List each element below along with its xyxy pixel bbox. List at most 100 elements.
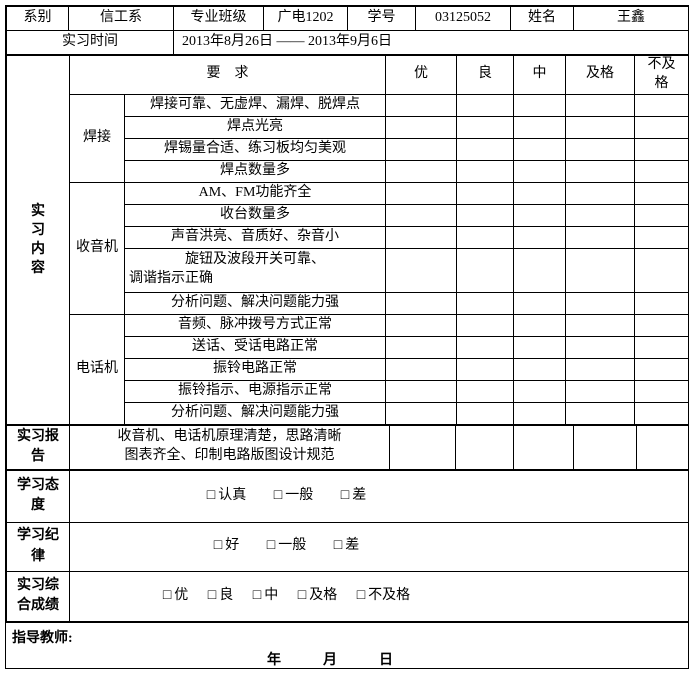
requirement-item: 振铃电路正常	[124, 357, 386, 381]
checkbox-icon: □	[356, 587, 366, 603]
checkbox-label: 差	[345, 538, 360, 554]
grade-cell	[513, 379, 566, 403]
grade-cell	[385, 225, 457, 249]
checkbox-option-good[interactable]: □ 良	[208, 587, 233, 606]
grade-cell	[456, 203, 514, 227]
grade-cell	[456, 379, 514, 403]
time-value: 2013年8月26日 —— 2013年9月6日	[173, 30, 689, 55]
grade-cell	[385, 291, 457, 315]
discipline-options: □ 好 □ 一般 □ 差	[69, 521, 689, 572]
grade-cell	[565, 203, 635, 227]
checkbox-label: 一般	[285, 487, 314, 503]
checkbox-option-poor[interactable]: □ 差	[334, 537, 359, 556]
grade-cell	[565, 291, 635, 315]
checkbox-icon: □	[213, 538, 223, 554]
attitude-options: □ 认真 □ 一般 □ 差	[69, 469, 689, 523]
table-row: 旋钮及波段开关可靠、 调谐指示正确	[7, 247, 689, 293]
grade-cell	[565, 93, 635, 117]
grade-cell	[636, 424, 689, 470]
checkbox-icon: □	[340, 487, 350, 503]
section-label-radio: 收音机	[69, 181, 125, 315]
grade-cell	[634, 137, 689, 161]
checkbox-label: 好	[225, 538, 240, 554]
checkbox-label: 及格	[309, 587, 338, 603]
checkbox-option-poor[interactable]: □ 差	[341, 487, 366, 506]
requirement-item: 收台数量多	[124, 203, 386, 227]
grade-cell	[513, 401, 566, 425]
table-row: 实习时间 2013年8月26日 —— 2013年9月6日	[6, 30, 689, 55]
checkbox-label: 差	[352, 487, 367, 503]
requirement-item: AM、FM功能齐全	[124, 181, 386, 205]
grade-cell	[565, 137, 635, 161]
checkbox-option-good[interactable]: □ 好	[214, 537, 239, 556]
class-label: 专业班级	[173, 6, 264, 31]
table-row: 实习报告 收音机、电话机原理清楚，思路清晰 图表齐全、印制电路版图设计规范	[6, 424, 689, 470]
class-value: 广电1202	[263, 6, 348, 31]
grade-header-medium: 中	[513, 55, 566, 95]
grade-cell	[456, 225, 514, 249]
report-table: 实习报告 收音机、电话机原理清楚，思路清晰 图表齐全、印制电路版图设计规范	[6, 424, 689, 470]
report-text: 收音机、电话机原理清楚，思路清晰 图表齐全、印制电路版图设计规范	[69, 424, 390, 470]
grade-cell	[385, 137, 457, 161]
grade-cell	[385, 181, 457, 205]
grade-cell	[573, 424, 637, 470]
grade-cell	[634, 291, 689, 315]
checkbox-option-fail[interactable]: □ 不及格	[357, 587, 410, 606]
grade-cell	[634, 203, 689, 227]
requirement-item: 音频、脉冲拨号方式正常	[124, 313, 386, 337]
grade-cell	[513, 181, 566, 205]
table-row: 实习综合成绩 □ 优 □ 良 □ 中 □ 及格 □ 不及格	[6, 570, 689, 622]
grade-header-fail: 不及格	[634, 55, 689, 95]
grade-cell	[513, 424, 574, 470]
grade-cell	[456, 181, 514, 205]
table-row: 分析问题、解决问题能力强	[7, 401, 689, 425]
checkbox-label: 一般	[278, 538, 307, 554]
department-label: 系别	[6, 6, 69, 31]
report-label: 实习报告	[6, 424, 70, 470]
table-row: 送话、受话电路正常	[7, 335, 689, 359]
grade-cell	[565, 401, 635, 425]
checkbox-label: 认真	[218, 487, 247, 503]
overall-grade-label: 实习综合成绩	[6, 570, 70, 622]
grade-cell	[634, 225, 689, 249]
grade-cell	[456, 93, 514, 117]
grade-cell	[513, 137, 566, 161]
checkbox-label: 不及格	[368, 587, 411, 603]
grade-cell	[385, 313, 457, 337]
grade-cell	[634, 181, 689, 205]
grade-cell	[456, 137, 514, 161]
grade-cell	[456, 313, 514, 337]
requirement-item: 焊点数量多	[124, 159, 386, 183]
grade-cell	[385, 159, 457, 183]
table-row: 振铃电路正常	[7, 357, 689, 381]
checkbox-option-serious[interactable]: □ 认真	[207, 487, 246, 506]
grade-cell	[385, 335, 457, 359]
checkbox-icon: □	[206, 487, 216, 503]
checkbox-option-pass[interactable]: □ 及格	[298, 587, 337, 606]
checkbox-icon: □	[252, 587, 262, 603]
discipline-label: 学习纪律	[6, 521, 70, 572]
table-row: 系别 信工系 专业班级 广电1202 学号 03125052 姓名 王鑫	[6, 6, 689, 31]
checkbox-option-medium[interactable]: □ 中	[253, 587, 278, 606]
grade-cell	[456, 159, 514, 183]
requirement-item: 旋钮及波段开关可靠、 调谐指示正确	[124, 247, 386, 293]
grade-cell	[565, 225, 635, 249]
requirement-header: 要 求	[69, 55, 386, 95]
checkbox-option-excellent[interactable]: □ 优	[163, 587, 188, 606]
grade-cell	[565, 379, 635, 403]
grade-cell	[565, 335, 635, 359]
overall-grade-options: □ 优 □ 良 □ 中 □ 及格 □ 不及格	[69, 570, 689, 622]
attitude-label: 学习态度	[6, 469, 70, 523]
grade-cell	[565, 247, 635, 293]
checkbox-icon: □	[162, 587, 172, 603]
grade-cell	[634, 93, 689, 117]
table-row: 电话机 音频、脉冲拨号方式正常	[7, 313, 689, 425]
signature-date-line: 年 月 日	[267, 652, 393, 668]
checkbox-option-average[interactable]: □ 一般	[274, 487, 313, 506]
evaluation-form: 系别 信工系 专业班级 广电1202 学号 03125052 姓名 王鑫 实习时…	[5, 5, 689, 669]
grade-cell	[385, 247, 457, 293]
name-value: 王鑫	[573, 6, 689, 31]
checkbox-option-average[interactable]: □ 一般	[267, 537, 306, 556]
requirement-item: 焊锡量合适、练习板均匀美观	[124, 137, 386, 161]
department-value: 信工系	[68, 6, 174, 31]
